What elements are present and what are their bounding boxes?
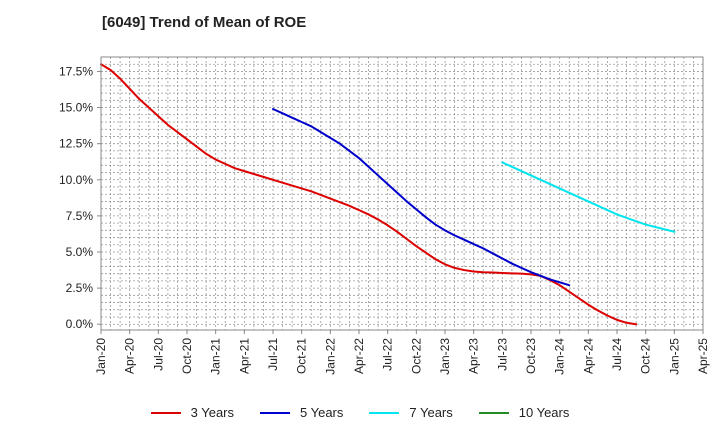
legend-label: 7 Years [409, 405, 453, 420]
y-tick-label: 7.5% [66, 209, 94, 223]
y-axis-ticks: 0.0% 2.5% 5.0% 7.5% 10.0% 12.5% 15.0% 17.5% [59, 64, 101, 331]
x-tick-label: Apr-24 [581, 338, 595, 374]
x-tick-label: Oct-21 [295, 338, 309, 374]
x-tick-label: Apr-20 [123, 338, 137, 374]
plot-frame [100, 56, 704, 331]
x-tick-label: Apr-21 [237, 338, 251, 374]
x-tick-label: Jan-23 [438, 338, 452, 375]
legend-swatch [150, 411, 181, 414]
x-tick-label: Oct-22 [409, 338, 423, 374]
legend-item: 7 Years [369, 405, 453, 420]
legend-item: 10 Years [478, 405, 570, 420]
x-tick-label: Oct-24 [639, 338, 653, 374]
legend-label: 5 Years [300, 405, 344, 420]
y-tick-label: 0.0% [66, 317, 94, 331]
legend-label: 3 Years [190, 405, 234, 420]
x-tick-label: Jan-25 [667, 338, 681, 375]
x-tick-label: Jan-22 [323, 338, 337, 375]
x-tick-label: Jul-21 [266, 338, 280, 371]
x-tick-label: Apr-22 [352, 338, 366, 374]
x-tick-label: Oct-23 [524, 338, 538, 374]
x-axis-ticks: Jan-20 Apr-20 Jul-20 Oct-20 Jan-21 Apr-21 Jul-… [94, 330, 710, 375]
legend-swatch [369, 411, 400, 414]
x-tick-label: Jul-23 [495, 338, 509, 371]
chart-title: [6049] Trend of Mean of ROE [102, 14, 307, 31]
series-line-5-years [272, 108, 571, 287]
legend-swatch [478, 411, 509, 414]
x-tick-label: Apr-25 [696, 338, 710, 374]
x-tick-label: Jul-20 [151, 338, 165, 371]
x-tick-label: Oct-20 [180, 338, 194, 374]
legend-item: 5 Years [260, 405, 343, 420]
x-tick-label: Jan-24 [553, 338, 567, 375]
y-tick-label: 15.0% [59, 101, 93, 115]
legend-label: 10 Years [518, 405, 570, 420]
x-tick-label: Apr-23 [467, 338, 481, 374]
y-tick-label: 5.0% [66, 245, 94, 259]
x-tick-label: Jan-20 [94, 338, 108, 375]
legend-item: 3 Years [150, 405, 234, 420]
y-tick-label: 2.5% [66, 281, 94, 295]
y-tick-label: 12.5% [59, 137, 93, 151]
grid-lines [101, 56, 703, 330]
legend-swatch [260, 411, 290, 414]
x-tick-label: Jul-24 [610, 338, 624, 371]
y-tick-label: 17.5% [59, 64, 93, 78]
x-tick-label: Jan-21 [209, 338, 223, 375]
x-tick-label: Jul-22 [381, 338, 395, 371]
series-line-7-years [501, 161, 676, 233]
legend: 3 Years 5 Years 7 Years 10 Years [0, 405, 720, 420]
y-tick-label: 10.0% [59, 173, 93, 187]
series-lines [100, 63, 676, 326]
